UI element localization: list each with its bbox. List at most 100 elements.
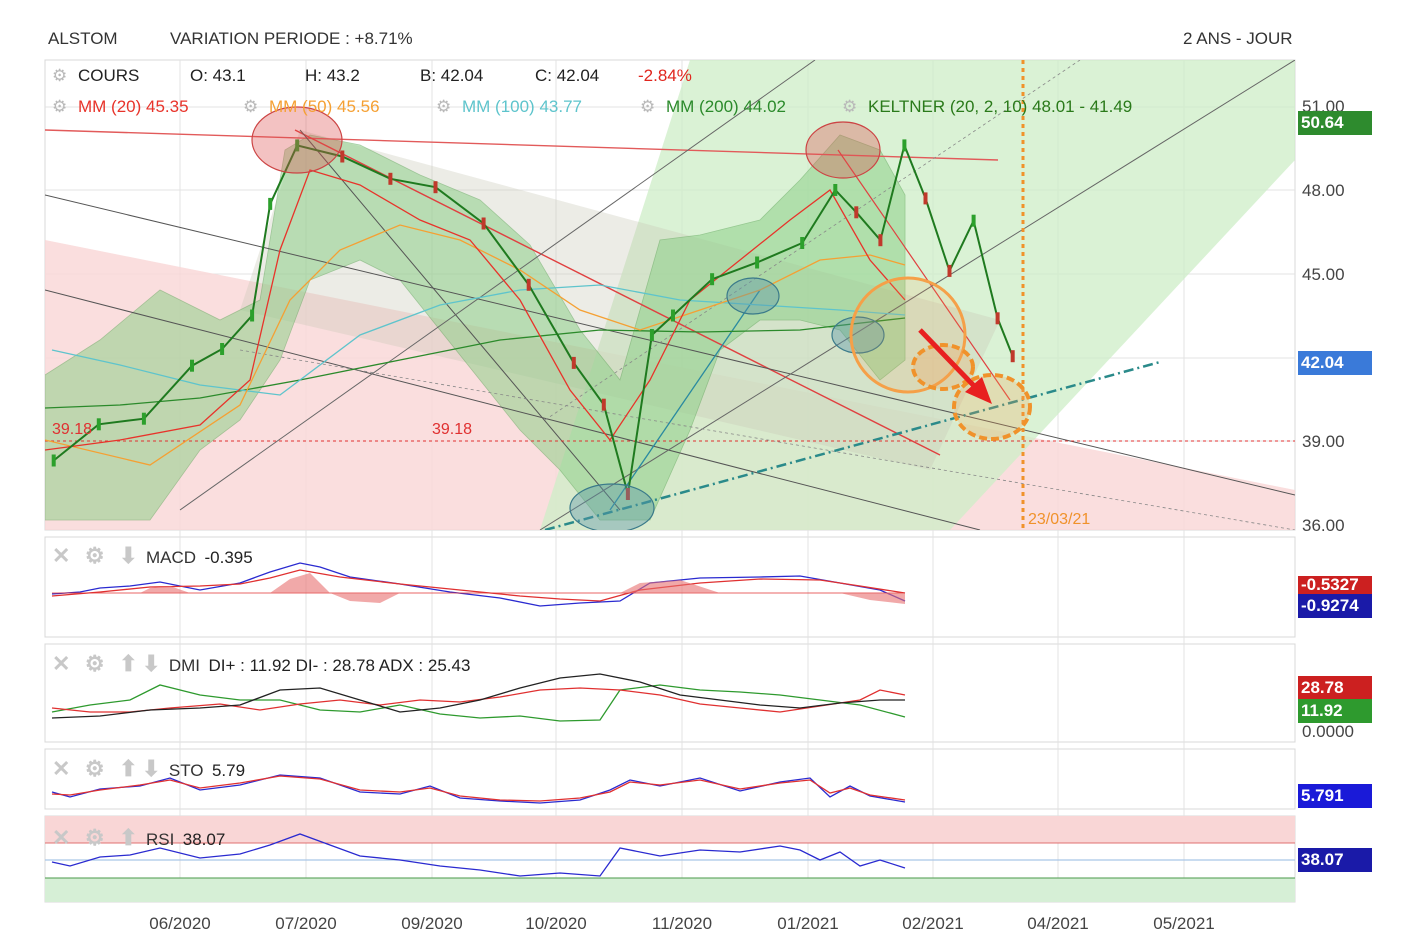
dmi-name: DMI [168,656,201,675]
gear-icon[interactable]: ⚙ [84,651,105,676]
price-candle [433,181,438,194]
price-candle [295,139,300,152]
x-tick: 10/2020 [525,914,587,933]
dashed-circle-2 [952,373,1032,441]
gear-icon[interactable]: ⚙ [243,97,259,116]
arrow-up-icon[interactable]: ⬆ [119,825,138,850]
legend-keltner: KELTNER (20, 2, 10) 48.01 - 41.49 [867,97,1133,116]
price-candle [1010,350,1015,363]
legend-mm50-row: ⚙ MM (50) 45.56 [243,97,380,117]
price-candle [388,172,393,185]
legend-row-1: ⚙ COURS [52,66,139,86]
price-candle [250,309,255,322]
gear-icon[interactable]: ⚙ [640,97,656,116]
top-circle-1 [251,106,343,174]
macd-header: ✕ ⚙ ⬇ MACD -0.395 [52,543,253,569]
arrow-up-icon[interactable]: ⬆ [119,756,138,781]
price-candle [96,418,101,431]
legend-close: C: 42.04 [535,66,600,85]
x-tick: 07/2020 [275,914,337,933]
ticker-name: ALSTOM [48,29,118,48]
fan-line [299,129,621,511]
legend-high: H: 43.2 [305,66,360,85]
dmi-tag-1: 28.78 [1298,676,1372,700]
arrow-down-icon[interactable]: ⬇ [141,756,161,781]
gear-icon[interactable]: ⚙ [52,97,68,116]
mm100-line [51,284,906,396]
y-tick: 36.00 [1302,516,1345,535]
price-candle [526,278,531,291]
price-candle [923,192,928,205]
price-candle [710,273,715,286]
dotted-mid-line-2 [239,349,1295,530]
y-tick: 45.00 [1302,265,1345,284]
price-candle [481,217,486,230]
dmi-axis-label: 0.0000 [1302,722,1354,741]
dmi-panel [44,643,1296,743]
legend-cours: COURS [77,66,140,85]
dashed-circle-1 [911,343,975,391]
dmi-lines [51,673,906,722]
price-line [53,142,1014,495]
arrow-down-icon[interactable]: ⬇ [119,543,138,568]
price-candle [671,309,675,322]
gear-icon[interactable]: ⚙ [842,97,858,116]
resistance-line [45,129,999,161]
teal-dash-support [544,360,1161,530]
legend-keltner-row: ⚙ KELTNER (20, 2, 10) 48.01 - 41.49 [842,97,1132,117]
macd-tag-2: -0.9274 [1298,594,1372,618]
x-tick: 01/2021 [777,914,839,933]
dmi-value: DI+ : 11.92 DI- : 28.78 ADX : 25.43 [208,656,471,675]
gear-icon[interactable]: ⚙ [84,543,105,568]
gear-icon[interactable]: ⚙ [84,756,105,781]
price-candle [649,329,654,341]
close-icon[interactable]: ✕ [52,825,71,850]
mm50-line [45,224,906,466]
rsi-oversold-zone [45,878,1295,902]
price-candle [971,214,976,227]
price-candle [220,343,225,355]
top-circle-2 [805,121,881,179]
gear-icon[interactable]: ⚙ [84,825,105,850]
arrow-down-icon[interactable]: ⬇ [141,651,161,676]
close-icon[interactable]: ✕ [52,756,71,781]
legend-mm100-row: ⚙ MM (100) 43.77 [436,97,582,117]
price-candle [625,488,630,500]
y-tick: 48.00 [1302,181,1345,200]
rsi-line [51,833,906,877]
ascending-line-a [179,60,816,511]
bottom-circle [569,483,655,530]
sto-panel [44,748,1296,810]
price-candle [995,312,1000,325]
period-selector[interactable]: 2 ANS - JOUR [1183,29,1293,48]
legend-change: -2.84% [638,66,692,85]
close-icon[interactable]: ✕ [52,543,71,568]
dmi-header: ✕ ⚙ ⬆ ⬇ DMI DI+ : 11.92 DI- : 28.78 ADX … [52,651,470,677]
legend-bid: B: 42.04 [420,66,484,85]
price-candle [571,356,576,369]
target-date-label: 23/03/21 [1028,511,1091,528]
gear-icon[interactable]: ⚙ [436,97,452,116]
legend-open: O: 43.1 [190,66,246,85]
close-icon[interactable]: ✕ [52,651,71,676]
y-tick: 39.00 [1302,432,1345,451]
channel-line-lower [45,289,981,530]
x-tick: 02/2021 [902,914,964,933]
arrow-up-icon[interactable]: ⬆ [119,651,138,676]
legend-mm200-row: ⚙ MM (200) 44.02 [640,97,786,117]
gear-icon[interactable]: ⚙ [52,66,68,85]
rsi-name: RSI [145,830,175,849]
legend-mm200: MM (200) 44.02 [665,97,786,116]
short-trendline [837,149,1011,401]
legend-mm20-row: ⚙ MM (20) 45.35 [52,97,189,117]
support-label-2: 39.18 [432,421,473,438]
price-candle [190,359,194,372]
macd-value: -0.395 [204,548,253,567]
price-tag-last: 42.04 [1298,351,1372,375]
touch-circle-2 [831,316,885,354]
x-tick: 09/2020 [401,914,463,933]
sto-name: STO [168,761,204,780]
mm20-line [45,169,906,451]
price-series [51,139,1015,500]
